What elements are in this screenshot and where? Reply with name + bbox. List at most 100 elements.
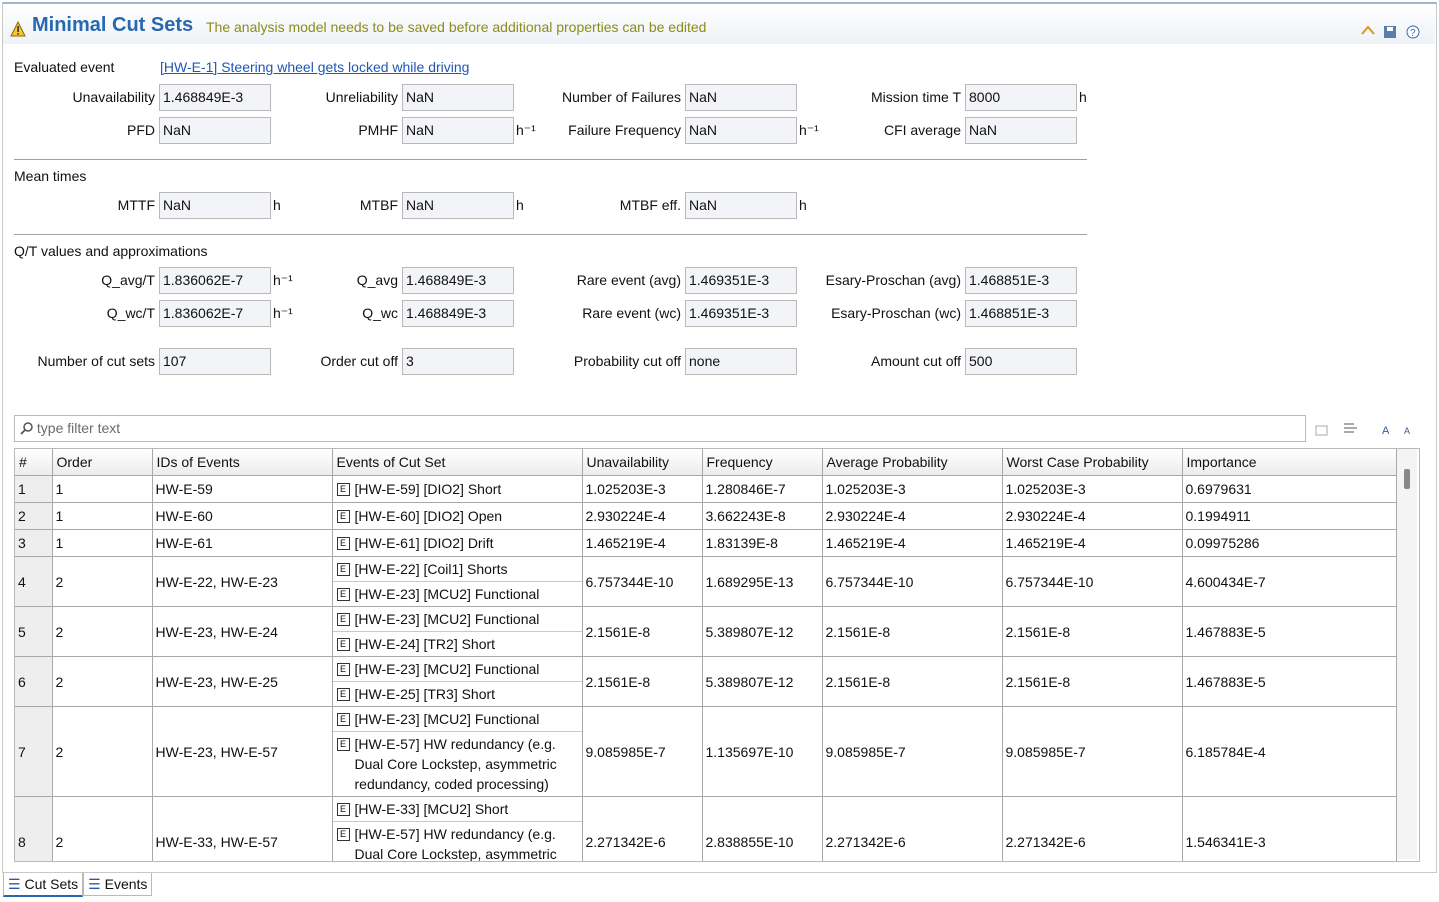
- column-header[interactable]: Worst Case Probability: [1002, 449, 1183, 476]
- field-label: Q_wc/T: [106, 305, 155, 321]
- tab[interactable]: ☰ Cut Sets: [3, 873, 84, 897]
- field-value[interactable]: 1.836062E-7: [159, 267, 271, 294]
- field-value[interactable]: NaN: [685, 192, 797, 219]
- table-row[interactable]: 5 2 HW-E-23, HW-E-24 E [HW-E-23] [MCU2] Func…: [15, 606, 1397, 657]
- events-cell: E [HW-E-33] [MCU2] Short E [HW-E-57] HW red…: [332, 796, 583, 861]
- warning-icon: [10, 21, 26, 37]
- cell: 0.1994911: [1182, 502, 1397, 530]
- field-value[interactable]: NaN: [402, 117, 514, 144]
- table-row[interactable]: 1 1 HW-E-59 E [HW-E-59] [DIO2] Short 1.025203…: [15, 475, 1397, 503]
- column-header[interactable]: Unavailability: [582, 449, 703, 476]
- field-value[interactable]: NaN: [159, 192, 271, 219]
- field-value[interactable]: NaN: [685, 117, 797, 144]
- table-row[interactable]: 2 1 HW-E-60 E [HW-E-60] [DIO2] Open 2.930224E…: [15, 502, 1397, 530]
- cell: 1.465219E-4: [1002, 529, 1183, 557]
- field-label: Esary-Proschan (wc): [831, 305, 961, 321]
- filter-input[interactable]: type filter text: [14, 415, 1306, 442]
- field-value[interactable]: 500: [965, 348, 1077, 375]
- column-header[interactable]: IDs of Events: [152, 449, 333, 476]
- events-cell: E [HW-E-23] [MCU2] Functional E [HW-E-57] H…: [332, 706, 583, 797]
- field-value[interactable]: 1.468851E-3: [965, 300, 1077, 327]
- field-value[interactable]: 1.469351E-3: [685, 300, 797, 327]
- cell: 2.1561E-8: [582, 656, 703, 707]
- cell: 2.930224E-4: [1002, 502, 1183, 530]
- event-entry: E [HW-E-23] [MCU2] Functional: [333, 607, 582, 631]
- field-value[interactable]: 1.468849E-3: [159, 84, 271, 111]
- column-header[interactable]: Events of Cut Set: [332, 449, 583, 476]
- column-header[interactable]: Importance: [1182, 449, 1397, 476]
- cell: 5.389807E-12: [702, 656, 823, 707]
- event-icon: E: [336, 613, 350, 626]
- field-unit: h: [1079, 89, 1087, 105]
- field-value[interactable]: 1.468849E-3: [402, 300, 514, 327]
- field-label: Order cut off: [320, 353, 398, 369]
- cell: 6.757344E-10: [822, 556, 1003, 607]
- field-value[interactable]: NaN: [402, 84, 514, 111]
- event-entry: E [HW-E-23] [MCU2] Functional: [333, 707, 582, 731]
- field-value[interactable]: NaN: [965, 117, 1077, 144]
- evaluated-link[interactable]: [HW-E-1] Steering wheel gets locked whil…: [160, 59, 470, 75]
- cell: 2.1561E-8: [822, 656, 1003, 707]
- event-entry: E [HW-E-59] [DIO2] Short: [333, 477, 582, 501]
- column-header[interactable]: #: [15, 449, 53, 476]
- field-value[interactable]: NaN: [685, 84, 797, 111]
- field-value[interactable]: 3: [402, 348, 514, 375]
- scrollbar[interactable]: [1397, 449, 1417, 859]
- field-value[interactable]: NaN: [159, 117, 271, 144]
- tab-bar: ☰ Cut Sets ☰ Events: [3, 873, 153, 897]
- cell: 5.389807E-12: [702, 606, 823, 657]
- event-icon: E: [336, 688, 350, 701]
- row-number: 1: [15, 475, 53, 503]
- column-header[interactable]: Order: [52, 449, 153, 476]
- scroll-thumb[interactable]: [1404, 469, 1410, 489]
- cell: 1.025203E-3: [1002, 475, 1183, 503]
- table-row[interactable]: 7 2 HW-E-23, HW-E-57 E [HW-E-23] [MCU2] Func…: [15, 706, 1397, 797]
- field-value[interactable]: 1.469351E-3: [685, 267, 797, 294]
- cell: HW-E-23, HW-E-57: [152, 706, 333, 797]
- field-value[interactable]: NaN: [402, 192, 514, 219]
- cell: 1: [52, 475, 153, 503]
- cell: 2.1561E-8: [822, 606, 1003, 657]
- event-entry: E [HW-E-22] [Coil1] Shorts: [333, 557, 582, 581]
- column-header[interactable]: Frequency: [702, 449, 823, 476]
- row-number: 2: [15, 502, 53, 530]
- table-head: # Order IDs of Events Events of Cut Set Unav…: [15, 449, 1397, 476]
- field-value[interactable]: 8000: [965, 84, 1077, 111]
- cell: 9.085985E-7: [1002, 706, 1183, 797]
- event-icon: E: [336, 663, 350, 676]
- title: Minimal Cut Sets: [32, 14, 194, 36]
- event-text: [HW-E-25] [TR3] Short: [354, 686, 496, 702]
- tab-label: Cut Sets: [24, 876, 79, 892]
- tab[interactable]: ☰ Events: [83, 873, 153, 896]
- event-entry: E [HW-E-23] [MCU2] Functional: [333, 657, 582, 681]
- field-value[interactable]: 1.468851E-3: [965, 267, 1077, 294]
- cell: 2.930224E-4: [582, 502, 703, 530]
- field-label: Failure Frequency: [568, 122, 681, 138]
- cell: 2: [52, 706, 153, 797]
- event-icon: E: [336, 510, 350, 523]
- field-value[interactable]: 107: [159, 348, 271, 375]
- field-label: CFI average: [883, 122, 961, 138]
- cell: 0.6979631: [1182, 475, 1397, 503]
- table-row[interactable]: 3 1 HW-E-61 E [HW-E-61] [DIO2] Drift 1.465219…: [15, 529, 1397, 557]
- table-row[interactable]: 8 2 HW-E-33, HW-E-57 E [HW-E-33] [MCU2] Shor…: [15, 796, 1397, 861]
- cell: 1.025203E-3: [822, 475, 1003, 503]
- table-row[interactable]: 6 2 HW-E-23, HW-E-25 E [HW-E-23] [MCU2] Func…: [15, 656, 1397, 707]
- event-entry: E [HW-E-61] [DIO2] Drift: [333, 531, 582, 555]
- field-unit: h: [516, 197, 524, 213]
- header-row: # Order IDs of Events Events of Cut Set Unav…: [15, 449, 1397, 476]
- table-row[interactable]: 4 2 HW-E-22, HW-E-23 E [HW-E-22] [Coil1] Sho…: [15, 556, 1397, 607]
- row-number: 4: [15, 556, 53, 607]
- cell: 3.662243E-8: [702, 502, 823, 530]
- events-cell: E [HW-E-23] [MCU2] Functional E [HW-E-24] […: [332, 606, 583, 657]
- field-value[interactable]: none: [685, 348, 797, 375]
- field-unit: h: [273, 197, 281, 213]
- cell: 2.930224E-4: [822, 502, 1003, 530]
- field-value[interactable]: 1.468849E-3: [402, 267, 514, 294]
- field-unit: h⁻¹: [799, 122, 819, 138]
- cell: 2.1561E-8: [582, 606, 703, 657]
- field-value[interactable]: 1.836062E-7: [159, 300, 271, 327]
- toolbar-icons[interactable]: ?: [1360, 24, 1426, 40]
- column-header[interactable]: Average Probability: [822, 449, 1003, 476]
